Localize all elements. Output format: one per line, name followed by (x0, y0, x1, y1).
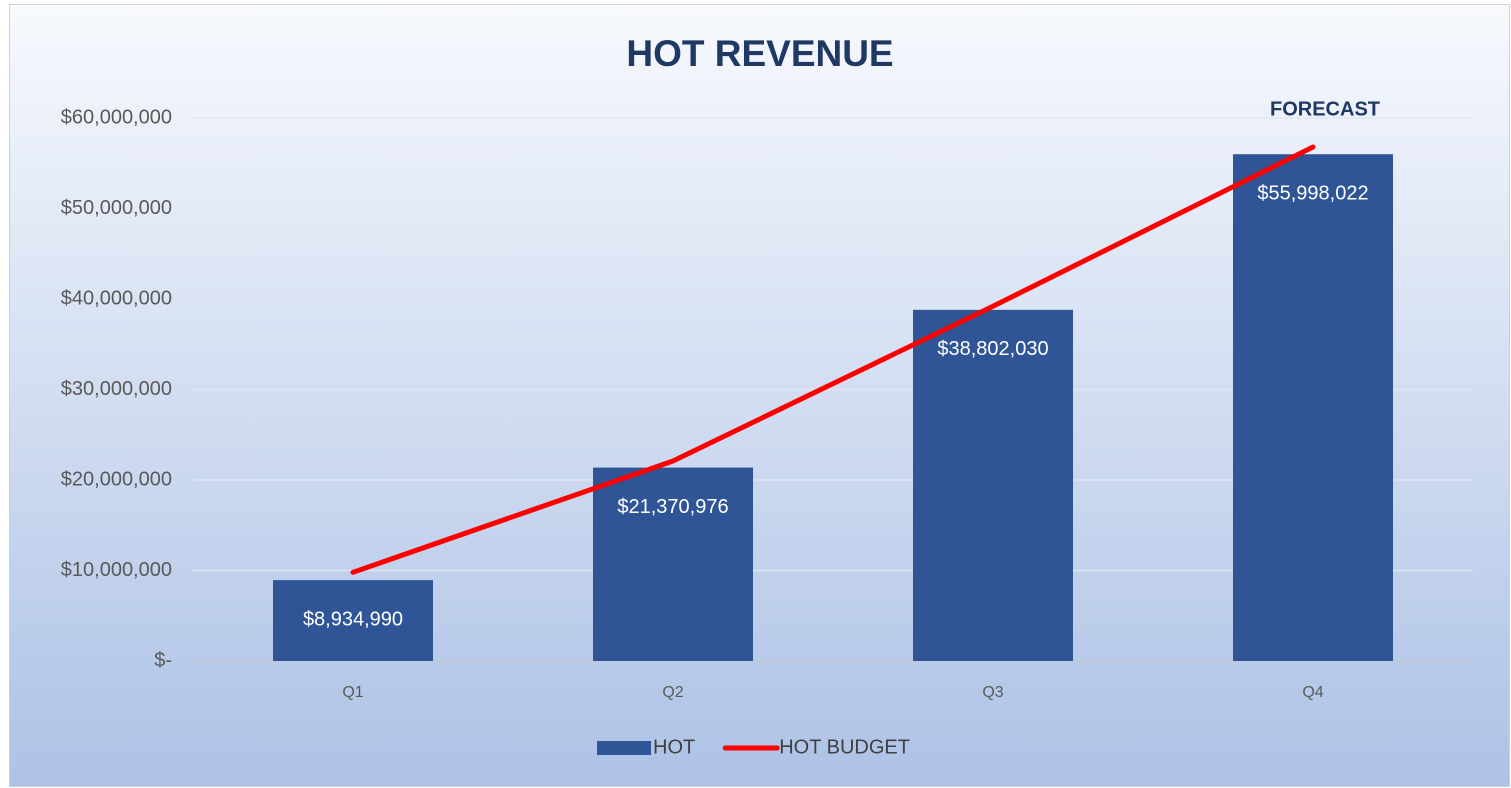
y-tick-label: $40,000,000 (61, 287, 172, 309)
chart-title: HOT REVENUE (626, 33, 893, 74)
y-tick-label: $20,000,000 (61, 468, 172, 490)
x-tick-label: Q1 (342, 684, 363, 701)
y-tick-label: $60,000,000 (61, 106, 172, 128)
y-tick-label: $10,000,000 (61, 559, 172, 581)
y-tick-label: $30,000,000 (61, 378, 172, 400)
legend-label: HOT (653, 736, 695, 758)
annotation: FORECAST (1270, 98, 1380, 120)
y-tick-label: $- (154, 649, 172, 671)
legend-label: HOT BUDGET (779, 736, 910, 758)
bar (273, 580, 433, 661)
bar (593, 467, 753, 661)
data-label: $8,934,990 (303, 608, 403, 630)
line (350, 144, 1316, 575)
data-label: $55,998,022 (1257, 182, 1368, 204)
legend-swatch (597, 741, 651, 755)
x-tick-label: Q2 (662, 684, 683, 701)
bar (1233, 154, 1393, 661)
y-tick-label: $50,000,000 (61, 197, 172, 219)
bar (913, 309, 1073, 661)
x-tick-label: Q3 (982, 684, 1003, 701)
x-tick-label: Q4 (1302, 684, 1323, 701)
data-label: $38,802,030 (937, 338, 1048, 360)
data-label: $21,370,976 (617, 496, 728, 518)
